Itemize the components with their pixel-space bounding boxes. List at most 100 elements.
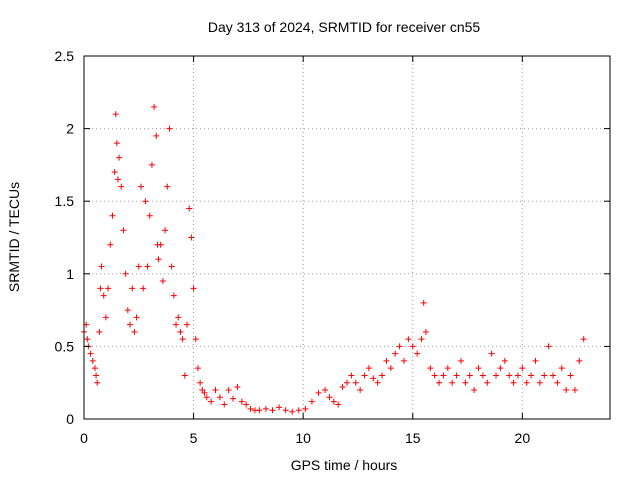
data-point bbox=[545, 343, 552, 350]
data-point bbox=[113, 140, 120, 147]
data-point bbox=[131, 328, 138, 335]
data-point bbox=[216, 394, 223, 401]
data-point bbox=[409, 343, 416, 350]
data-point bbox=[532, 357, 539, 364]
data-point bbox=[170, 292, 177, 299]
data-point bbox=[188, 234, 195, 241]
data-point bbox=[89, 357, 96, 364]
data-point bbox=[488, 350, 495, 357]
data-point bbox=[528, 372, 535, 379]
gridlines bbox=[84, 56, 610, 419]
data-point bbox=[133, 314, 140, 321]
data-point bbox=[140, 285, 147, 292]
x-tick-labels: 0 5 10 15 20 bbox=[80, 430, 530, 446]
data-point bbox=[379, 372, 386, 379]
data-point bbox=[164, 183, 171, 190]
data-point bbox=[234, 384, 241, 391]
data-point bbox=[84, 336, 91, 343]
data-point bbox=[144, 263, 151, 270]
x-tick-label: 10 bbox=[295, 430, 311, 446]
plot-frame bbox=[83, 55, 611, 420]
y-axis-label: SRMTID / TECUs bbox=[6, 182, 22, 292]
data-point bbox=[444, 365, 451, 372]
y-tick-label: 1.5 bbox=[55, 193, 75, 209]
data-point bbox=[440, 372, 447, 379]
data-point bbox=[109, 212, 116, 219]
data-point bbox=[184, 321, 191, 328]
data-point bbox=[153, 132, 160, 139]
data-point bbox=[453, 372, 460, 379]
data-point bbox=[269, 407, 276, 414]
data-point bbox=[370, 375, 377, 382]
data-point bbox=[276, 404, 283, 411]
data-point bbox=[501, 357, 508, 364]
data-point bbox=[122, 270, 129, 277]
data-point bbox=[135, 263, 142, 270]
data-point bbox=[243, 401, 250, 408]
data-point bbox=[197, 379, 204, 386]
data-point bbox=[400, 357, 407, 364]
x-tick-label: 20 bbox=[515, 430, 531, 446]
data-point bbox=[315, 389, 322, 396]
data-point bbox=[107, 241, 114, 248]
data-point bbox=[387, 365, 394, 372]
data-point bbox=[365, 365, 372, 372]
data-point bbox=[282, 407, 289, 414]
data-point bbox=[523, 379, 530, 386]
data-points bbox=[81, 103, 587, 415]
data-point bbox=[203, 394, 210, 401]
y-tick-label: 2.5 bbox=[55, 48, 75, 64]
data-point bbox=[361, 372, 368, 379]
data-point bbox=[114, 176, 121, 183]
x-tick-label: 0 bbox=[80, 430, 88, 446]
x-tick-label: 15 bbox=[405, 430, 421, 446]
data-point bbox=[479, 372, 486, 379]
data-point bbox=[295, 407, 302, 414]
data-point bbox=[449, 379, 456, 386]
data-point bbox=[374, 379, 381, 386]
data-point bbox=[302, 405, 309, 412]
data-point bbox=[484, 379, 491, 386]
data-point bbox=[339, 384, 346, 391]
data-point bbox=[120, 227, 127, 234]
data-point bbox=[348, 372, 355, 379]
data-point bbox=[396, 343, 403, 350]
data-point bbox=[256, 407, 263, 414]
data-point bbox=[129, 285, 136, 292]
data-point bbox=[514, 372, 521, 379]
data-point bbox=[127, 321, 134, 328]
x-tick-label: 5 bbox=[190, 430, 198, 446]
data-point bbox=[186, 205, 193, 212]
data-point bbox=[151, 103, 158, 110]
data-point bbox=[554, 379, 561, 386]
data-point bbox=[536, 379, 543, 386]
data-point bbox=[181, 372, 188, 379]
data-point bbox=[519, 365, 526, 372]
data-point bbox=[567, 372, 574, 379]
y-tick-labels: 0 0.5 1 1.5 2 2.5 bbox=[55, 48, 75, 427]
data-point bbox=[179, 336, 186, 343]
data-point bbox=[330, 398, 337, 405]
data-point bbox=[541, 372, 548, 379]
data-point bbox=[166, 125, 173, 132]
data-point bbox=[357, 386, 364, 393]
data-point bbox=[550, 372, 557, 379]
data-point bbox=[155, 256, 162, 263]
data-point bbox=[392, 350, 399, 357]
data-point bbox=[466, 372, 473, 379]
data-point bbox=[493, 372, 500, 379]
data-point bbox=[124, 307, 131, 314]
data-point bbox=[192, 336, 199, 343]
data-point bbox=[116, 154, 123, 161]
data-point bbox=[471, 386, 478, 393]
data-point bbox=[194, 365, 201, 372]
data-point bbox=[159, 278, 166, 285]
data-point bbox=[262, 405, 269, 412]
data-point bbox=[105, 285, 112, 292]
data-point bbox=[427, 365, 434, 372]
data-point bbox=[576, 357, 583, 364]
data-point bbox=[87, 350, 94, 357]
data-point bbox=[247, 405, 254, 412]
data-point bbox=[100, 292, 107, 299]
